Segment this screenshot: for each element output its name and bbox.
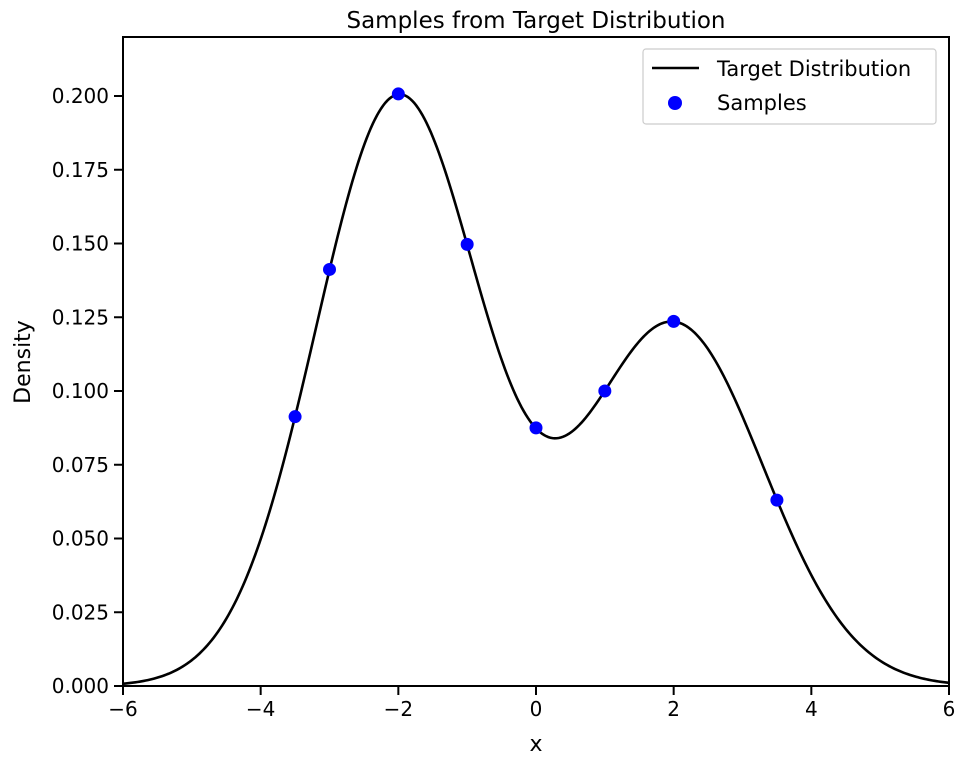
x-tick-label: 2 — [667, 697, 680, 721]
x-tick-label: 6 — [943, 697, 956, 721]
sample-point — [770, 493, 784, 507]
sample-point — [529, 421, 543, 435]
sample-point — [323, 262, 336, 276]
legend-label-samples: Samples — [717, 91, 807, 115]
y-tick-label: 0.050 — [52, 527, 109, 551]
y-tick-label: 0.200 — [52, 84, 109, 108]
y-tick-label: 0.000 — [52, 674, 109, 698]
chart-title: Samples from Target Distribution — [346, 8, 725, 34]
y-axis: 0.000 0.025 0.050 0.075 0.100 0.125 0.150 0.175… — [52, 84, 123, 698]
x-tick-label: −4 — [246, 697, 275, 721]
x-axis-label: x — [529, 732, 542, 757]
y-tick-label: 0.175 — [52, 158, 109, 182]
sample-point — [391, 87, 405, 101]
sample-point — [667, 314, 681, 328]
x-axis: −6 −4 −2 0 2 4 6 — [108, 686, 955, 721]
x-tick-label: 4 — [805, 697, 818, 721]
plot-frame — [122, 36, 950, 687]
y-tick-label: 0.075 — [52, 453, 109, 477]
y-tick-label: 0.125 — [52, 305, 109, 329]
sample-point — [598, 384, 612, 398]
y-tick-label: 0.025 — [52, 600, 109, 624]
x-tick-label: 0 — [530, 697, 543, 721]
legend-label-target-distribution: Target Distribution — [716, 57, 911, 81]
legend-frame — [642, 48, 937, 125]
sample-point — [288, 410, 302, 424]
x-tick-label: −2 — [384, 697, 413, 721]
legend: Target Distribution Samples — [642, 48, 937, 125]
target-distribution-line — [122, 92, 950, 686]
y-tick-label: 0.150 — [52, 232, 109, 256]
legend-marker-swatch — [668, 96, 682, 110]
x-tick-label: −6 — [108, 697, 137, 721]
plot-area — [122, 87, 950, 686]
sample-point — [460, 237, 474, 251]
y-tick-label: 0.100 — [52, 379, 109, 403]
y-axis-label: Density — [11, 320, 36, 404]
